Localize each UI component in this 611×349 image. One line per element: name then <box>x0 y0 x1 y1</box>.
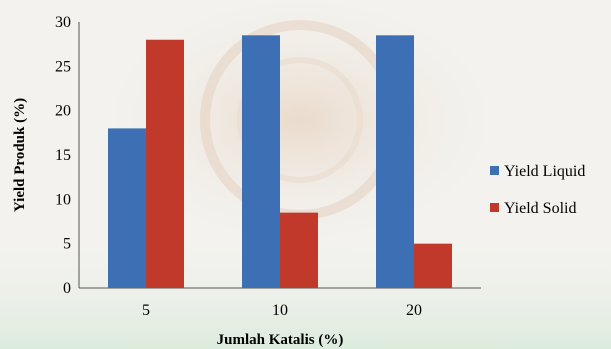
x-tick-label: 20 <box>406 302 422 319</box>
y-tick-labels: 0 5 10 15 20 25 30 <box>55 14 71 297</box>
y-tick-label: 20 <box>55 103 71 120</box>
y-tick-label: 0 <box>63 280 71 297</box>
legend-swatch-yield-liquid <box>490 166 499 175</box>
legend-swatch-yield-solid <box>490 203 499 212</box>
bar-yield-liquid-10 <box>242 35 280 288</box>
bar-yield-solid-10 <box>280 212 318 288</box>
bar-yield-solid-5 <box>146 39 184 288</box>
y-tick-label: 5 <box>63 236 71 253</box>
bar-yield-liquid-20 <box>376 35 414 288</box>
legend-label-yield-liquid: Yield Liquid <box>504 163 585 180</box>
legend: Yield Liquid Yield Solid <box>490 163 585 217</box>
x-tick-label: 5 <box>142 302 150 319</box>
y-tick-label: 25 <box>55 58 71 75</box>
y-tick-label: 15 <box>55 147 71 164</box>
bars <box>108 35 452 288</box>
bar-yield-solid-20 <box>414 243 452 288</box>
y-axis-title: Yield Produk (%) <box>12 98 28 212</box>
x-tick-label: 10 <box>272 302 288 319</box>
x-axis-title: Jumlah Katalis (%) <box>217 332 344 348</box>
bar-yield-liquid-5 <box>108 128 146 288</box>
y-tick-label: 30 <box>55 14 71 31</box>
y-tick-label: 10 <box>55 191 71 208</box>
x-tick-labels: 5 10 20 <box>142 302 422 319</box>
legend-label-yield-solid: Yield Solid <box>504 200 576 217</box>
